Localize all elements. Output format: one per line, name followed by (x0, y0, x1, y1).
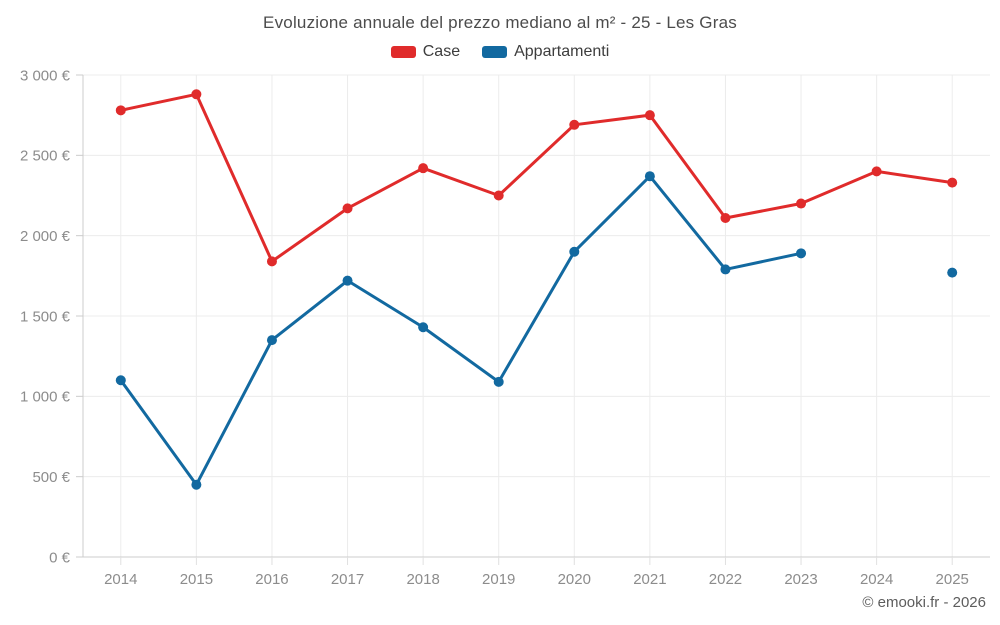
legend-item-appartamenti[interactable]: Appartamenti (482, 43, 609, 61)
x-tick-label: 2023 (784, 571, 817, 588)
appartamenti-point-2016[interactable] (266, 335, 277, 346)
case-point-2023[interactable] (796, 198, 807, 209)
x-tick-label: 2016 (255, 571, 288, 588)
case-point-2016[interactable] (266, 256, 277, 267)
y-tick-label: 1 500 € (20, 308, 71, 325)
appartamenti-legend-swatch-icon (482, 46, 508, 58)
x-tick-label: 2022 (709, 571, 742, 588)
case-point-2025[interactable] (947, 177, 958, 188)
case-point-2018[interactable] (418, 163, 429, 174)
appartamenti-point-2014[interactable] (115, 375, 126, 386)
y-tick-label: 2 000 € (20, 228, 71, 245)
case-point-2017[interactable] (342, 203, 353, 214)
case-point-2014[interactable] (115, 105, 126, 116)
appartamenti-line (119, 174, 803, 487)
x-tick-label: 2021 (633, 571, 666, 588)
y-tick-label: 3 000 € (20, 67, 71, 84)
chart-title: Evoluzione annuale del prezzo mediano al… (263, 13, 737, 32)
y-tick-label: 500 € (32, 469, 70, 486)
case-point-2019[interactable] (493, 190, 504, 201)
watermark: © emooki.fr - 2026 (862, 594, 986, 611)
case-point-2015[interactable] (191, 89, 202, 100)
appartamenti-point-2017[interactable] (342, 275, 353, 286)
case-point-2021[interactable] (644, 110, 655, 121)
x-tick-label: 2017 (331, 571, 364, 588)
x-tick-label: 2015 (180, 571, 213, 588)
legend-label-case: Case (422, 43, 461, 60)
x-tick-label: 2018 (406, 571, 439, 588)
appartamenti-point-2015[interactable] (191, 479, 202, 490)
chart-legend: Case Appartamenti (0, 41, 1000, 63)
y-tick-label: 1 000 € (20, 389, 71, 406)
appartamenti-point-2022[interactable] (720, 264, 731, 275)
appartamenti-point-2020[interactable] (569, 246, 580, 257)
appartamenti-point-2023[interactable] (796, 248, 807, 259)
case-legend-swatch-icon (390, 46, 416, 58)
x-tick-label: 2025 (936, 571, 969, 588)
legend-label-appartamenti: Appartamenti (514, 43, 610, 60)
case-point-2020[interactable] (569, 119, 580, 130)
x-tick-label: 2020 (558, 571, 591, 588)
appartamenti-point-2025[interactable] (947, 267, 958, 278)
y-tick-label: 2 500 € (20, 148, 71, 165)
appartamenti-point-2019[interactable] (493, 376, 504, 387)
x-tick-label: 2019 (482, 571, 515, 588)
legend-item-case[interactable]: Case (390, 43, 461, 61)
case-line (119, 92, 954, 263)
y-tick-label: 0 € (49, 549, 71, 566)
case-point-2022[interactable] (720, 212, 731, 223)
case-point-2024[interactable] (871, 166, 882, 177)
appartamenti-point-2018[interactable] (418, 322, 429, 333)
x-tick-label: 2024 (860, 571, 893, 588)
x-tick-label: 2014 (104, 571, 137, 588)
appartamenti-point-2021[interactable] (644, 171, 655, 182)
